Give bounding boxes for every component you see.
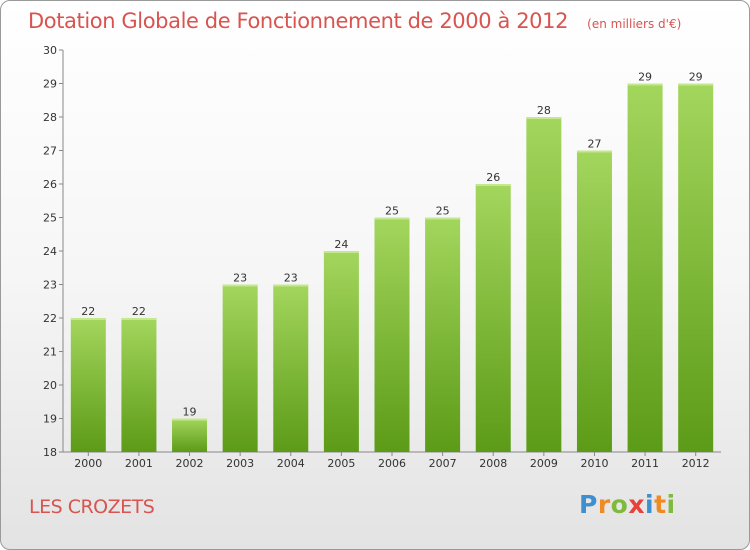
- bar-value-label: 25: [385, 205, 399, 218]
- y-tick-label: 21: [43, 346, 57, 359]
- bar-value-label: 23: [233, 272, 247, 285]
- bar-value-label: 24: [334, 238, 348, 251]
- x-tick-label: 2009: [530, 457, 558, 470]
- bar: [121, 318, 157, 452]
- logo-letter: t: [654, 490, 667, 519]
- chart-title: Dotation Globale de Fonctionnement de 20…: [28, 9, 569, 33]
- bar: [374, 217, 410, 452]
- y-tick-label: 19: [43, 413, 57, 426]
- y-tick-label: 25: [43, 212, 57, 225]
- bar-value-label: 26: [486, 171, 500, 184]
- bar: [273, 284, 309, 452]
- logo-letter: r: [597, 490, 611, 519]
- y-tick-label: 24: [43, 245, 57, 258]
- bar-highlight: [425, 217, 461, 220]
- bar-highlight: [475, 184, 511, 186]
- bar-value-label: 23: [284, 272, 298, 285]
- y-tick-label: 22: [43, 312, 57, 325]
- bar: [627, 83, 663, 452]
- x-tick-label: 2006: [378, 457, 406, 470]
- x-tick-label: 2003: [226, 457, 254, 470]
- bar-highlight: [323, 251, 359, 253]
- y-tick-label: 29: [43, 78, 57, 91]
- logo-letter: i: [666, 490, 676, 519]
- bar-highlight: [526, 117, 562, 119]
- x-tick-label: 2007: [429, 457, 457, 470]
- y-tick-label: 18: [43, 446, 57, 459]
- logo-letter: o: [610, 490, 629, 519]
- bar-highlight: [627, 83, 663, 86]
- bar: [172, 418, 208, 452]
- x-tick-label: 2011: [631, 457, 659, 470]
- x-tick-label: 2010: [580, 457, 608, 470]
- logo-letter: i: [645, 490, 655, 519]
- y-tick-label: 27: [43, 145, 57, 158]
- y-tick-label: 20: [43, 379, 57, 392]
- bar-value-label: 22: [132, 305, 146, 318]
- bar-highlight: [172, 418, 208, 421]
- commune-name: LES CROZETS: [29, 496, 155, 518]
- bar-value-label: 25: [436, 205, 450, 218]
- x-tick-label: 2002: [176, 457, 204, 470]
- bar-value-label: 29: [638, 71, 652, 84]
- bar-value-label: 29: [689, 71, 703, 84]
- bar-highlight: [678, 83, 714, 86]
- bar-highlight: [273, 284, 309, 287]
- bar-value-label: 27: [587, 138, 601, 151]
- x-tick-label: 2000: [74, 457, 102, 470]
- logo-letter: P: [579, 490, 598, 519]
- bar: [678, 83, 714, 452]
- bar-highlight: [121, 318, 157, 320]
- bar-highlight: [222, 284, 258, 287]
- y-tick-label: 30: [43, 44, 57, 57]
- bar-highlight: [576, 150, 612, 153]
- bar-highlight: [374, 217, 410, 220]
- bar: [475, 184, 511, 452]
- bar-value-label: 28: [537, 104, 551, 117]
- bar: [526, 117, 562, 452]
- proxiti-logo: Proxiti: [579, 490, 676, 519]
- y-tick-label: 28: [43, 111, 57, 124]
- x-tick-label: 2008: [479, 457, 507, 470]
- bar: [425, 217, 461, 452]
- bar: [222, 284, 258, 452]
- unit-label: (en milliers d'€): [587, 17, 682, 31]
- bar-highlight: [70, 318, 106, 320]
- x-tick-label: 2004: [277, 457, 305, 470]
- bar: [323, 251, 359, 452]
- bar: [70, 318, 106, 452]
- x-tick-label: 2001: [125, 457, 153, 470]
- y-tick-label: 26: [43, 178, 57, 191]
- logo-letter: x: [628, 490, 645, 519]
- title-row: Dotation Globale de Fonctionnement de 20…: [28, 9, 681, 33]
- bar-value-label: 19: [183, 406, 197, 419]
- y-tick-label: 23: [43, 279, 57, 292]
- bar-value-label: 22: [81, 305, 95, 318]
- bar: [576, 150, 612, 452]
- x-tick-label: 2005: [327, 457, 355, 470]
- x-tick-label: 2012: [682, 457, 710, 470]
